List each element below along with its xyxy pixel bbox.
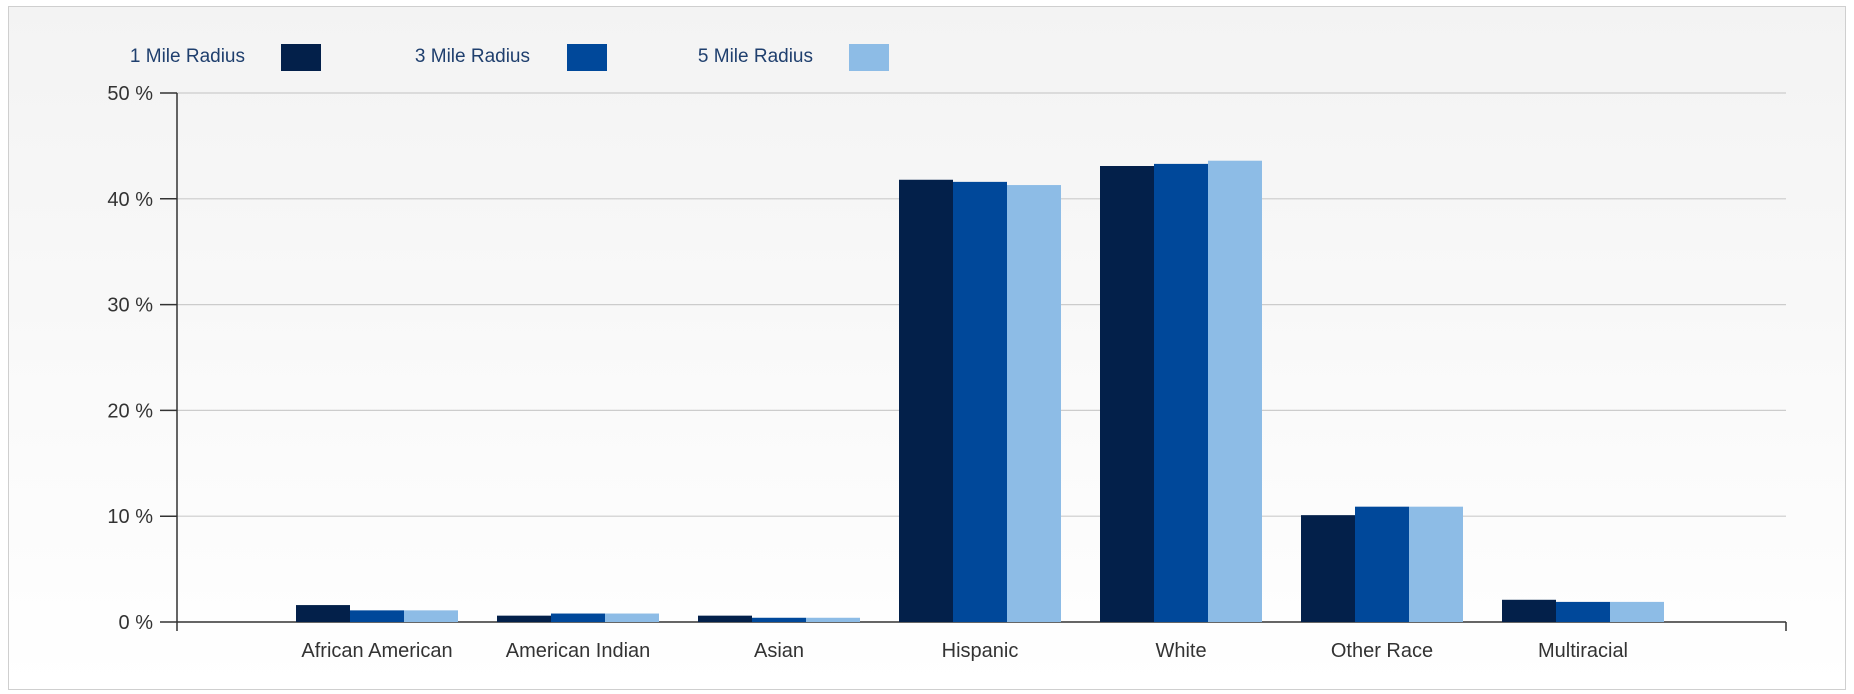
y-tick-label: 20 % [107, 400, 153, 422]
bar [1154, 163, 1208, 623]
bar [1355, 506, 1409, 622]
y-tick-label: 0 % [119, 612, 154, 634]
bar [1409, 506, 1463, 622]
legend-label: 5 Mile Radius [698, 46, 813, 67]
bar [953, 181, 1007, 622]
y-tick-label: 30 % [107, 295, 153, 317]
bar [752, 617, 806, 622]
legend-swatch [849, 44, 889, 71]
legend-label: 1 Mile Radius [130, 46, 245, 67]
x-category-label: Other Race [1331, 640, 1433, 662]
bar [605, 613, 659, 622]
bar [1100, 166, 1154, 622]
y-tick-labels: 0 % 10 % 20 % 30 % 40 % 50 % [107, 83, 153, 634]
bar [296, 605, 350, 622]
bar [1007, 185, 1061, 622]
x-category-label: American Indian [506, 640, 651, 662]
y-tick-label: 10 % [107, 506, 153, 528]
x-category-label: Hispanic [942, 640, 1019, 662]
bars [296, 160, 1664, 623]
legend-label: 3 Mile Radius [415, 46, 530, 67]
x-category-label: African American [301, 640, 452, 662]
bar [551, 613, 605, 622]
x-category-label: Asian [754, 640, 804, 662]
y-tick-label: 50 % [107, 83, 153, 105]
x-category-label: Multiracial [1538, 640, 1628, 662]
bar [1301, 515, 1355, 622]
legend: 1 Mile Radius 3 Mile Radius 5 Mile Radius [130, 44, 889, 71]
bar [404, 610, 458, 622]
bar [698, 615, 752, 622]
bar [899, 179, 953, 623]
bar [1556, 601, 1610, 622]
x-category-label: White [1155, 640, 1206, 662]
bar [1610, 601, 1664, 622]
bar [1502, 599, 1556, 622]
bar [806, 617, 860, 622]
x-category-labels: African American American Indian Asian Hisp… [301, 640, 1628, 662]
bar [350, 610, 404, 622]
y-tick-label: 40 % [107, 189, 153, 211]
bar [1208, 160, 1262, 622]
bar [497, 615, 551, 622]
legend-swatch [281, 44, 321, 71]
legend-swatch [567, 44, 607, 71]
